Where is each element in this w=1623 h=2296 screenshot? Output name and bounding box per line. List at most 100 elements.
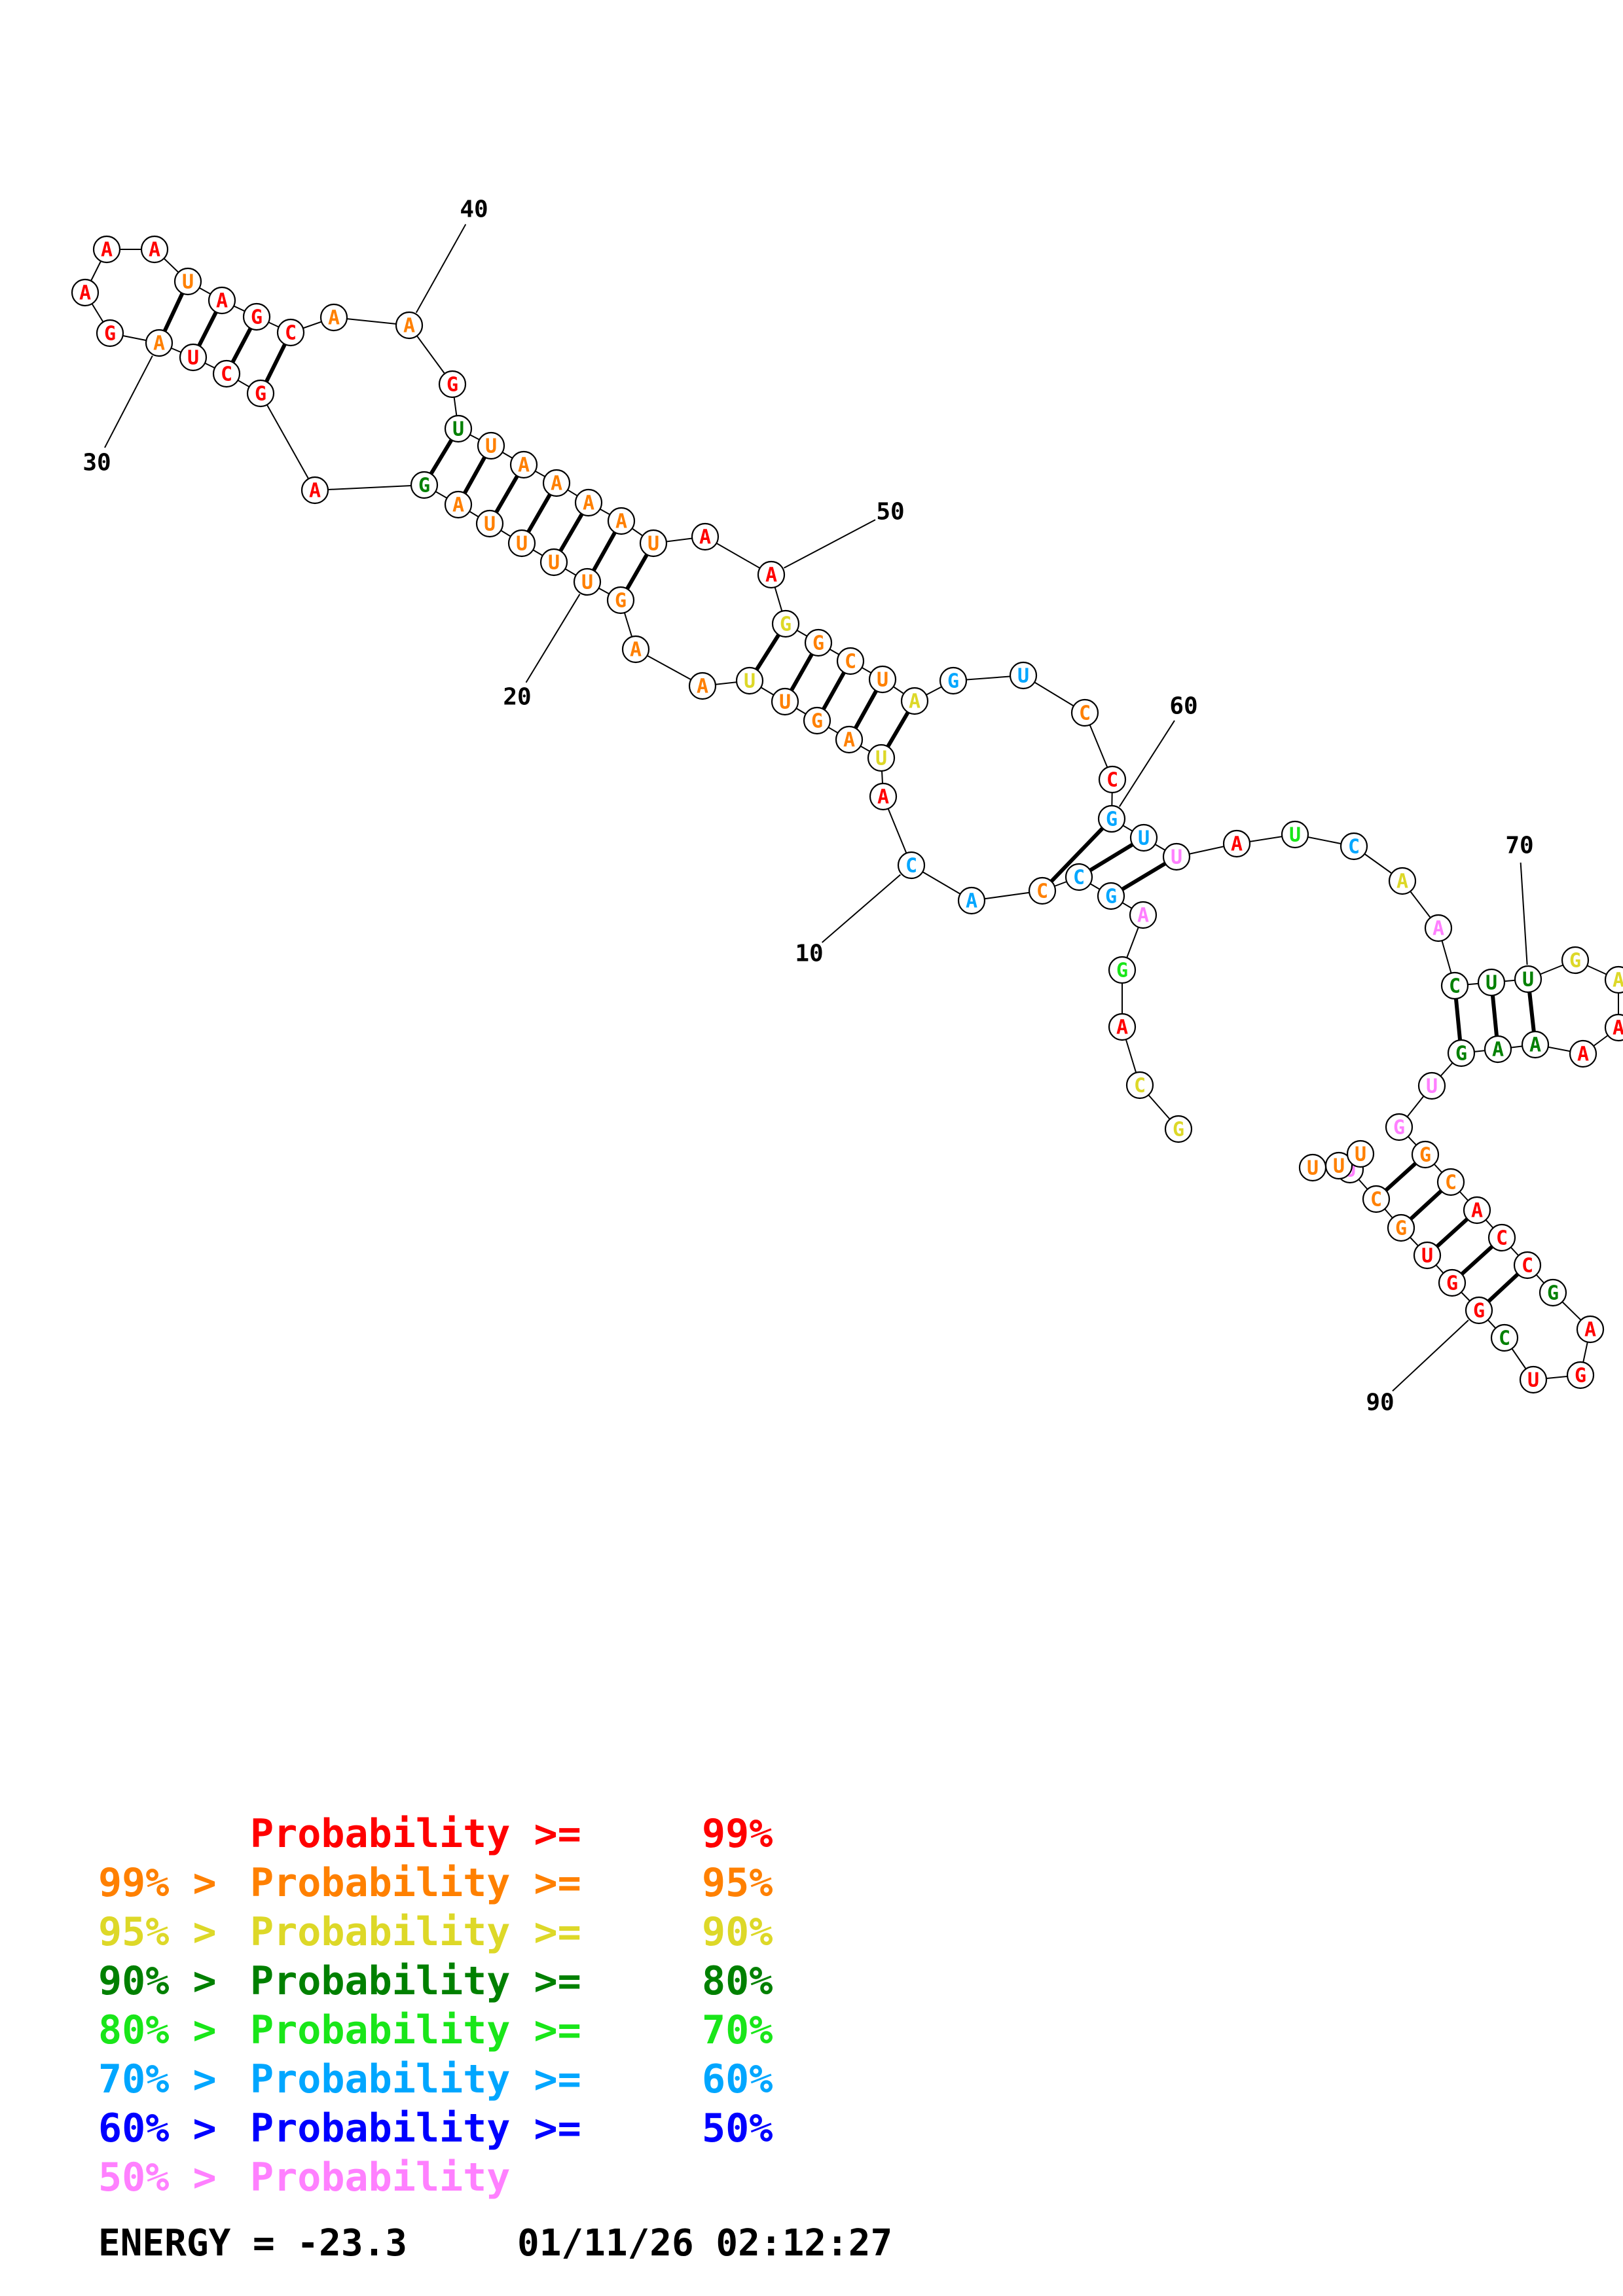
- legend-prefix: 95% >: [98, 1909, 217, 1955]
- backbone-segment: [314, 484, 425, 491]
- base-pair-bond: [558, 512, 584, 553]
- nucleotide-letter: A: [1231, 833, 1243, 856]
- nucleotide-letter: U: [516, 533, 528, 556]
- legend-label: Probability: [250, 2155, 511, 2200]
- nucleotide-letter: C: [1496, 1227, 1508, 1250]
- nucleotide-circle: [1436, 1168, 1465, 1196]
- nucleotide: G: [1465, 1296, 1493, 1325]
- nucleotide-circle: [179, 343, 208, 372]
- nucleotide-circle: [410, 471, 439, 499]
- nucleotide: C: [897, 851, 926, 880]
- base-pair-bond: [1049, 826, 1105, 884]
- nucleotide: G: [1539, 1278, 1567, 1307]
- legend-label: Probability >=: [250, 1860, 581, 1906]
- nucleotide: A: [621, 635, 650, 664]
- nucleotide-circle: [1539, 1278, 1567, 1307]
- nucleotide-circle: [92, 235, 121, 264]
- nucleotide: A: [900, 687, 929, 715]
- legend-label: Probability >=: [250, 2056, 581, 2102]
- nucleotide-letter: A: [1137, 905, 1149, 927]
- nucleotide-letter: C: [1106, 769, 1118, 792]
- nucleotide-circle: [507, 529, 536, 558]
- nucleotide-circle: [939, 666, 968, 695]
- nucleotide-letter: G: [447, 374, 458, 397]
- backbone-segment: [260, 393, 316, 491]
- position-tick: [104, 355, 153, 448]
- base-pair-bond: [1527, 990, 1536, 1034]
- nucleotide-circle: [1519, 1365, 1548, 1394]
- base-pair-bond: [591, 530, 617, 573]
- nucleotide-circle: [1129, 901, 1158, 929]
- nucleotide-circle: [1097, 804, 1126, 833]
- nucleotide: C: [1098, 765, 1127, 794]
- nucleotide-letter: C: [221, 363, 232, 386]
- nucleotide: A: [1604, 1013, 1623, 1042]
- legend-threshold: 95%: [702, 1860, 773, 1906]
- position-tick: [525, 594, 581, 683]
- nucleotide-circle: [1108, 1013, 1137, 1041]
- nucleotide-letter: G: [1547, 1282, 1559, 1305]
- nucleotide-letter: G: [947, 670, 959, 693]
- nucleotide-letter: C: [1449, 975, 1461, 998]
- nucleotide: A: [1388, 867, 1417, 895]
- nucleotide: A: [835, 725, 864, 754]
- position-tick: [415, 224, 467, 314]
- nucleotide-letter: U: [182, 271, 194, 294]
- nucleotide-circle: [1569, 1039, 1597, 1068]
- nucleotide: A: [1604, 965, 1623, 994]
- nucleotide-circle: [1222, 829, 1251, 858]
- nucleotide-letter: A: [1432, 918, 1444, 941]
- nucleotide-letter: A: [1492, 1039, 1504, 1062]
- nucleotide-circle: [438, 370, 467, 399]
- nucleotide-circle: [1281, 820, 1309, 849]
- nucleotide: A: [444, 490, 473, 519]
- nucleotide-circle: [1438, 1268, 1467, 1297]
- nucleotide-letter: G: [812, 632, 824, 655]
- nucleotide-letter: G: [1116, 960, 1128, 982]
- nucleotide-letter: U: [1307, 1157, 1319, 1180]
- base-pair-layer: [162, 291, 1536, 1304]
- nucleotide-circle: [1566, 1361, 1595, 1390]
- base-pair-bond: [1459, 1244, 1495, 1276]
- nucleotide: U: [639, 529, 668, 558]
- nucleotide-circle: [1604, 965, 1623, 994]
- backbone-layer: [84, 249, 1619, 1380]
- nucleotide-circle: [1298, 1153, 1327, 1182]
- nucleotide: U: [771, 687, 799, 716]
- nucleotide: A: [1129, 901, 1158, 929]
- legend-threshold: 60%: [702, 2056, 773, 2102]
- nucleotide-letter: C: [905, 855, 917, 878]
- nucleotide-circle: [444, 490, 473, 519]
- nucleotide-letter: A: [1116, 1016, 1128, 1039]
- nucleotide: A: [1424, 914, 1453, 942]
- position-label-layer: 10 20 30 40 50 60 70 90: [82, 196, 1533, 1416]
- nucleotide-circle: [1362, 1185, 1391, 1213]
- nucleotide-letter: A: [452, 494, 464, 517]
- position-label: 60: [1169, 693, 1197, 720]
- nucleotide-circle: [444, 414, 473, 443]
- nucleotide-letter: G: [1473, 1300, 1485, 1323]
- legend-threshold: 90%: [702, 1909, 773, 1955]
- legend-prefix: 50% >: [98, 2155, 217, 2200]
- nucleotide: A: [140, 235, 169, 264]
- nucleotide-circle: [1424, 914, 1453, 942]
- nucleotide-letter: G: [418, 475, 430, 497]
- nucleotide-letter: A: [1529, 1034, 1541, 1057]
- nucleotide: G: [1097, 882, 1125, 910]
- base-pair-bond: [197, 310, 218, 348]
- nucleotide-letter: A: [615, 511, 627, 533]
- nucleotide: C: [1490, 1323, 1519, 1352]
- nucleotide-letter: U: [1289, 824, 1301, 847]
- nucleotide: A: [757, 560, 786, 589]
- nucleotide-letter: A: [403, 315, 415, 338]
- nucleotide: G: [1387, 1213, 1415, 1242]
- nucleotide-letter: A: [1613, 969, 1623, 992]
- position-tick: [783, 519, 876, 569]
- nucleotide-letter: A: [843, 729, 855, 752]
- nucleotide-letter: A: [909, 691, 921, 713]
- nucleotide: C: [1487, 1223, 1516, 1252]
- nucleotide-circle: [835, 725, 864, 754]
- nucleotide-circle: [242, 302, 271, 331]
- nucleotide-letter: G: [1393, 1117, 1405, 1139]
